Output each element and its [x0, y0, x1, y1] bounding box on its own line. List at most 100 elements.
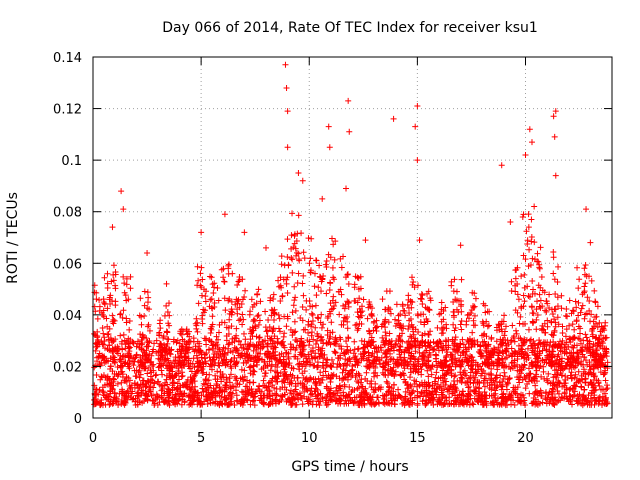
data-point: [602, 335, 609, 342]
data-point: [318, 324, 325, 331]
data-point: [191, 348, 198, 355]
data-point: [263, 244, 269, 251]
data-point: [312, 324, 319, 331]
data-point: [436, 384, 443, 391]
data-point: [459, 388, 466, 395]
data-point: [528, 400, 535, 407]
data-point: [292, 380, 299, 387]
data-point: [502, 336, 509, 343]
data-point: [250, 367, 257, 374]
data-point: [474, 396, 481, 403]
data-point: [147, 373, 154, 380]
data-point: [385, 319, 392, 326]
data-point: [219, 371, 226, 378]
data-point: [461, 367, 468, 374]
data-point: [528, 139, 535, 146]
data-point: [311, 362, 318, 369]
data-point: [419, 361, 426, 368]
data-point: [588, 277, 595, 284]
data-point: [249, 398, 256, 405]
data-point: [199, 276, 206, 283]
data-point: [290, 244, 297, 251]
data-point: [320, 340, 327, 347]
data-point: [394, 320, 401, 327]
data-point: [95, 353, 102, 360]
data-point: [562, 333, 569, 340]
data-point: [480, 322, 487, 329]
data-point: [532, 382, 539, 389]
data-point: [215, 336, 222, 343]
data-point: [319, 351, 326, 358]
data-point: [579, 351, 586, 358]
data-point: [484, 323, 491, 330]
data-point: [452, 398, 459, 405]
data-point: [395, 317, 402, 324]
data-point: [306, 260, 313, 267]
data-point: [512, 307, 519, 314]
data-point: [296, 390, 303, 397]
data-point: [358, 312, 365, 319]
data-point: [508, 359, 515, 366]
data-point: [437, 310, 444, 317]
data-point: [575, 368, 582, 375]
data-point: [467, 392, 474, 399]
data-point: [528, 238, 535, 245]
data-point: [195, 277, 202, 284]
data-point: [520, 303, 527, 310]
data-point: [233, 325, 240, 332]
data-point: [402, 400, 409, 407]
data-point: [287, 379, 294, 386]
data-point: [278, 253, 285, 260]
data-point: [194, 319, 201, 326]
data-point: [372, 387, 379, 394]
data-point: [524, 283, 531, 290]
data-point: [299, 384, 306, 391]
data-point: [323, 384, 330, 391]
data-point: [414, 358, 421, 365]
x-tick-label: 10: [301, 431, 318, 446]
data-point: [577, 330, 584, 337]
data-point: [499, 394, 506, 401]
data-point: [498, 383, 505, 390]
x-axis-label: GPS time / hours: [291, 459, 408, 475]
data-point: [246, 364, 253, 371]
data-point: [299, 303, 306, 310]
data-point: [374, 394, 381, 401]
data-point: [123, 297, 130, 304]
data-point: [425, 373, 432, 380]
data-point: [582, 280, 589, 287]
data-point: [554, 369, 561, 376]
data-point: [325, 313, 332, 320]
data-point: [563, 363, 570, 370]
data-point: [216, 392, 223, 399]
data-point: [399, 301, 406, 308]
data-point: [339, 369, 346, 376]
data-point: [227, 395, 234, 402]
data-point: [448, 400, 455, 407]
data-point: [581, 265, 588, 272]
data-point: [292, 328, 299, 335]
data-point: [294, 394, 301, 401]
data-point: [584, 294, 591, 301]
data-point: [425, 353, 432, 360]
data-point: [102, 358, 109, 365]
data-point: [221, 400, 228, 407]
data-point: [238, 300, 245, 307]
data-point: [120, 331, 127, 338]
data-point: [247, 341, 254, 348]
data-point: [226, 316, 233, 323]
data-point: [507, 392, 514, 399]
data-point: [99, 324, 106, 331]
data-point: [283, 84, 290, 91]
data-point: [144, 323, 151, 330]
data-point: [453, 399, 460, 406]
data-point: [466, 315, 473, 322]
data-point: [429, 382, 436, 389]
data-point: [284, 315, 291, 322]
data-point: [595, 380, 602, 387]
data-point: [552, 306, 559, 313]
data-point: [465, 383, 472, 390]
data-point: [209, 313, 216, 320]
data-point: [357, 308, 364, 315]
data-point: [388, 355, 395, 362]
